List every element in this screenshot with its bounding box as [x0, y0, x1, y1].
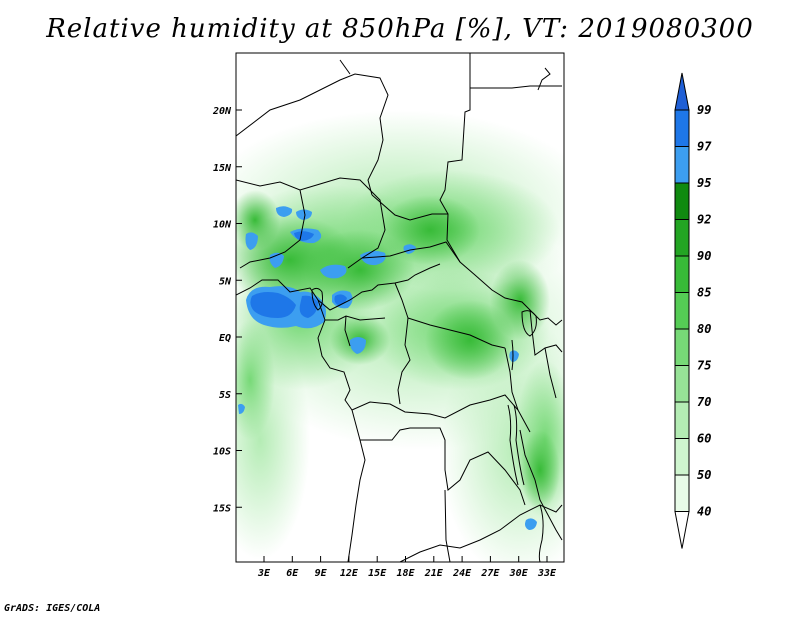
lon-tick-label: 21E — [424, 568, 444, 579]
lon-tick-label: 3E — [257, 568, 271, 579]
lon-tick-label: 24E — [452, 568, 472, 579]
colorbar-label: 92 — [697, 213, 711, 227]
colorbar-segment — [674, 401, 690, 439]
lat-tick-label: 15S — [213, 503, 231, 514]
colorbar-segment — [674, 255, 690, 293]
colorbar-segment — [674, 182, 690, 220]
colorbar-label: 99 — [697, 103, 711, 117]
lon-tick-label: 9E — [315, 568, 328, 579]
lat-tick-label: 5N — [219, 276, 232, 287]
lat-tick-label: 20N — [212, 106, 232, 117]
colorbar-segment — [674, 328, 690, 366]
colorbar-label: 60 — [697, 432, 711, 446]
lon-tick-label: 12E — [340, 568, 359, 579]
colorbar-bottom-arrow — [674, 511, 690, 549]
footer-credit: GrADS: IGES/COLA — [4, 603, 101, 614]
lon-tick-label: 33E — [537, 568, 557, 579]
country-borders — [236, 53, 563, 562]
lon-tick-label: 18E — [396, 568, 415, 579]
colorbar-top-arrow — [674, 72, 690, 111]
plot-frame — [235, 52, 565, 563]
colorbar: 99 97 95 92 90 85 80 75 70 60 50 40 — [674, 72, 712, 549]
colorbar-label: 40 — [697, 505, 711, 519]
lon-tick-label: 27E — [480, 568, 500, 579]
colorbar-segment — [674, 109, 690, 147]
colorbar-label: 50 — [697, 468, 711, 482]
lat-tick-label: 5S — [219, 390, 231, 401]
longitude-axis: 3E 6E 9E 12E 15E 18E 21E 24E 27E 30E 33E — [257, 556, 557, 579]
colorbar-label: 80 — [697, 322, 711, 336]
colorbar-label: 85 — [697, 286, 711, 300]
colorbar-segment — [674, 365, 690, 403]
lat-tick-label: EQ — [219, 333, 231, 344]
colorbar-label: 95 — [697, 176, 711, 190]
lat-tick-label: 10N — [213, 220, 232, 231]
lon-tick-label: 15E — [368, 568, 387, 579]
colorbar-segment — [674, 219, 690, 257]
lat-tick-label: 15N — [213, 163, 232, 174]
colorbar-label: 90 — [697, 249, 711, 263]
lon-tick-label: 6E — [286, 568, 299, 579]
colorbar-segment — [674, 438, 690, 476]
humidity-field — [236, 53, 564, 562]
colorbar-segment — [674, 292, 690, 330]
colorbar-label: 70 — [697, 395, 711, 409]
colorbar-label: 97 — [697, 140, 712, 154]
lon-tick-label: 30E — [509, 568, 529, 579]
colorbar-segment — [674, 146, 690, 184]
map-title: Relative humidity at 850hPa [%], VT: 201… — [46, 14, 754, 44]
colorbar-label: 75 — [697, 359, 711, 373]
colorbar-segment — [674, 474, 690, 512]
lat-tick-label: 10S — [213, 447, 231, 458]
latitude-axis: 20N 15N 10N 5N EQ 5S 10S 15S — [212, 106, 242, 514]
